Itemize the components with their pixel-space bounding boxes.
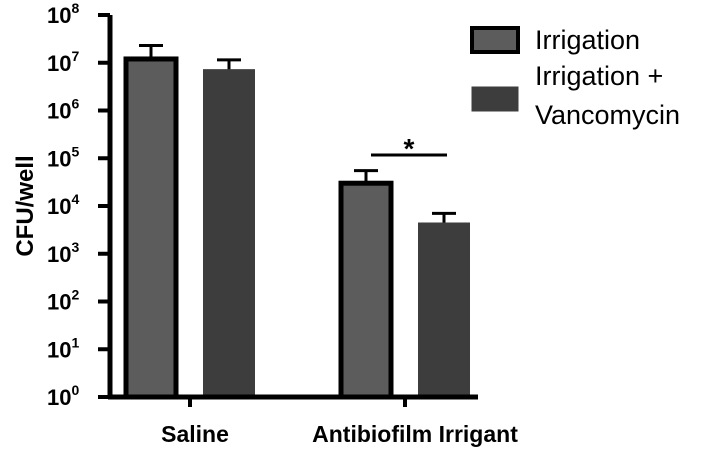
- y-tick-label: 104: [47, 191, 79, 219]
- y-tick-label: 102: [47, 287, 79, 315]
- legend-label: Irrigation: [535, 25, 640, 55]
- x-tick-label: Antibiofilm Irrigant: [312, 421, 518, 447]
- y-tick-label: 105: [47, 143, 79, 171]
- bar-antibiofilm-irrigant-irrigation-vancomycin: [418, 222, 470, 398]
- legend-label: Vancomycin: [535, 100, 680, 130]
- annotations-layer: *: [371, 133, 447, 164]
- bar-saline-irrigation: [123, 56, 179, 400]
- bars-layer: [123, 43, 470, 400]
- legend-swatch: [471, 86, 519, 112]
- legend-label: Irrigation +: [535, 61, 663, 91]
- legend-swatch: [470, 26, 520, 54]
- x-tick-label: Saline: [161, 421, 229, 447]
- bar-saline-irrigation-vancomycin: [203, 69, 255, 398]
- y-tick-label: 103: [47, 239, 79, 267]
- bar-antibiofilm-irrigant-irrigation: [338, 180, 394, 400]
- y-tick-label: 107: [47, 48, 79, 76]
- axis-layer: [98, 13, 478, 407]
- y-tick-label: 101: [47, 334, 79, 362]
- legend: Irrigation Irrigation + Vancomycin: [470, 25, 680, 130]
- significance-star: *: [404, 133, 415, 164]
- y-axis-title: CFU/well: [12, 155, 39, 256]
- labels-layer: 100 101 102 103 104 105 106 107 108 Saline Antibio…: [12, 0, 518, 447]
- y-tick-label: 100: [47, 382, 79, 410]
- y-tick-label: 108: [47, 0, 79, 28]
- y-tick-label: 106: [47, 96, 79, 124]
